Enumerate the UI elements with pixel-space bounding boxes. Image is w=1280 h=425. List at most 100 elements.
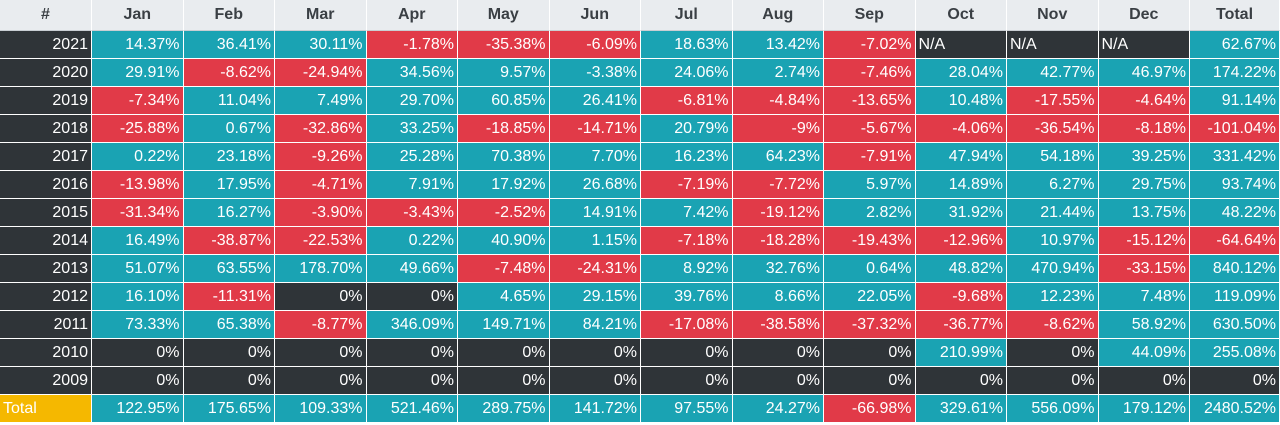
cell-2009-dec: 0%: [1098, 367, 1190, 395]
cell-2013-apr: 49.66%: [366, 255, 458, 283]
cell-2021-oct: N/A: [915, 31, 1007, 59]
cell-2018-total: -101.04%: [1190, 115, 1280, 143]
cell-2018-jun: -14.71%: [549, 115, 641, 143]
cell-2019-jul: -6.81%: [641, 87, 733, 115]
cell-2021-jul: 18.63%: [641, 31, 733, 59]
cell-2014-jan: 16.49%: [92, 227, 184, 255]
cell-2020-aug: 2.74%: [732, 59, 824, 87]
cell-2015-aug: -19.12%: [732, 199, 824, 227]
cell-2012-total: 119.09%: [1190, 283, 1280, 311]
cell-2013-jan: 51.07%: [92, 255, 184, 283]
row-label-2020: 2020: [0, 59, 92, 87]
cell-2014-jul: -7.18%: [641, 227, 733, 255]
cell-2009-jan: 0%: [92, 367, 184, 395]
cell-2010-jun: 0%: [549, 339, 641, 367]
cell-2017-jan: 0.22%: [92, 143, 184, 171]
cell-2013-mar: 178.70%: [275, 255, 367, 283]
cell-2012-jun: 29.15%: [549, 283, 641, 311]
cell-2016-aug: -7.72%: [732, 171, 824, 199]
cell-total-feb: 175.65%: [183, 395, 275, 423]
cell-total-apr: 521.46%: [366, 395, 458, 423]
cell-2009-sep: 0%: [824, 367, 916, 395]
row-label-2011: 2011: [0, 311, 92, 339]
cell-2018-oct: -4.06%: [915, 115, 1007, 143]
column-header-jun: Jun: [549, 0, 641, 31]
cell-2015-oct: 31.92%: [915, 199, 1007, 227]
cell-2021-may: -35.38%: [458, 31, 550, 59]
cell-2020-jun: -3.38%: [549, 59, 641, 87]
row-label-2015: 2015: [0, 199, 92, 227]
cell-2015-apr: -3.43%: [366, 199, 458, 227]
column-header-sep: Sep: [824, 0, 916, 31]
cell-total-jul: 97.55%: [641, 395, 733, 423]
cell-2009-total: 0%: [1190, 367, 1280, 395]
row-label-2012: 2012: [0, 283, 92, 311]
row-label-2019: 2019: [0, 87, 92, 115]
cell-2015-jun: 14.91%: [549, 199, 641, 227]
cell-2019-nov: -17.55%: [1007, 87, 1099, 115]
cell-2015-sep: 2.82%: [824, 199, 916, 227]
cell-2009-apr: 0%: [366, 367, 458, 395]
cell-2017-nov: 54.18%: [1007, 143, 1099, 171]
cell-2013-jun: -24.31%: [549, 255, 641, 283]
cell-2021-nov: N/A: [1007, 31, 1099, 59]
cell-2011-jul: -17.08%: [641, 311, 733, 339]
cell-2017-jul: 16.23%: [641, 143, 733, 171]
cell-2013-dec: -33.15%: [1098, 255, 1190, 283]
cell-2011-jan: 73.33%: [92, 311, 184, 339]
cell-2017-oct: 47.94%: [915, 143, 1007, 171]
cell-2021-dec: N/A: [1098, 31, 1190, 59]
cell-2017-sep: -7.91%: [824, 143, 916, 171]
cell-2019-feb: 11.04%: [183, 87, 275, 115]
column-header-index: #: [0, 0, 92, 31]
cell-2009-oct: 0%: [915, 367, 1007, 395]
cell-2014-may: 40.90%: [458, 227, 550, 255]
cell-2019-sep: -13.65%: [824, 87, 916, 115]
cell-2012-jan: 16.10%: [92, 283, 184, 311]
cell-2010-oct: 210.99%: [915, 339, 1007, 367]
cell-2020-feb: -8.62%: [183, 59, 275, 87]
column-header-apr: Apr: [366, 0, 458, 31]
cell-2020-may: 9.57%: [458, 59, 550, 87]
cell-2009-aug: 0%: [732, 367, 824, 395]
cell-2020-dec: 46.97%: [1098, 59, 1190, 87]
cell-2016-feb: 17.95%: [183, 171, 275, 199]
cell-2011-total: 630.50%: [1190, 311, 1280, 339]
cell-2010-sep: 0%: [824, 339, 916, 367]
column-header-jul: Jul: [641, 0, 733, 31]
cell-total-may: 289.75%: [458, 395, 550, 423]
column-header-nov: Nov: [1007, 0, 1099, 31]
cell-2021-jun: -6.09%: [549, 31, 641, 59]
cell-2020-jan: 29.91%: [92, 59, 184, 87]
cell-total-mar: 109.33%: [275, 395, 367, 423]
cell-2011-jun: 84.21%: [549, 311, 641, 339]
cell-total-jan: 122.95%: [92, 395, 184, 423]
row-label-2021: 2021: [0, 31, 92, 59]
cell-2017-may: 70.38%: [458, 143, 550, 171]
row-label-2013: 2013: [0, 255, 92, 283]
column-header-mar: Mar: [275, 0, 367, 31]
cell-2020-apr: 34.56%: [366, 59, 458, 87]
cell-2021-jan: 14.37%: [92, 31, 184, 59]
cell-2016-sep: 5.97%: [824, 171, 916, 199]
column-header-dec: Dec: [1098, 0, 1190, 31]
cell-2013-jul: 8.92%: [641, 255, 733, 283]
cell-2009-mar: 0%: [275, 367, 367, 395]
column-header-oct: Oct: [915, 0, 1007, 31]
row-label-2010: 2010: [0, 339, 92, 367]
cell-2012-feb: -11.31%: [183, 283, 275, 311]
cell-total-sep: -66.98%: [824, 395, 916, 423]
cell-2012-oct: -9.68%: [915, 283, 1007, 311]
cell-2010-jan: 0%: [92, 339, 184, 367]
cell-total-oct: 329.61%: [915, 395, 1007, 423]
cell-2012-apr: 0%: [366, 283, 458, 311]
cell-2014-feb: -38.87%: [183, 227, 275, 255]
cell-2009-nov: 0%: [1007, 367, 1099, 395]
cell-2016-may: 17.92%: [458, 171, 550, 199]
cell-2015-feb: 16.27%: [183, 199, 275, 227]
row-label-2014: 2014: [0, 227, 92, 255]
cell-2015-may: -2.52%: [458, 199, 550, 227]
cell-2014-dec: -15.12%: [1098, 227, 1190, 255]
cell-2018-sep: -5.67%: [824, 115, 916, 143]
